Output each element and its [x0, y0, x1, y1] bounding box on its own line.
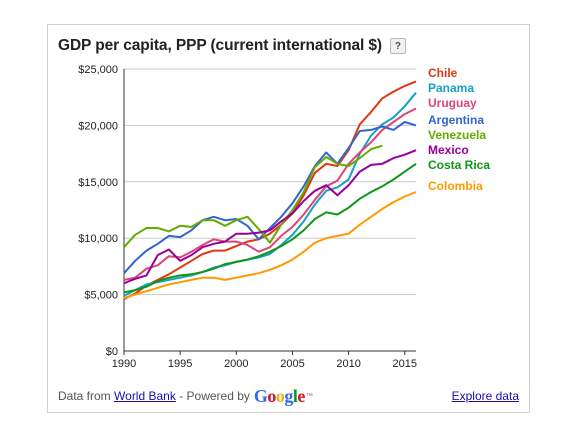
legend-item[interactable]: Venezuela — [428, 128, 486, 142]
y-tick-label: $15,000 — [78, 177, 118, 189]
legend-item[interactable]: Panama — [428, 81, 474, 95]
y-tick-label: $25,000 — [78, 64, 118, 76]
x-tick-label: 2015 — [393, 358, 417, 370]
series-line-chile[interactable] — [123, 80, 417, 300]
trademark: ™ — [305, 392, 313, 400]
y-tick-label: $10,000 — [78, 233, 118, 245]
y-tick-label: $20,000 — [78, 120, 118, 132]
legend-item[interactable]: Argentina — [428, 113, 484, 127]
powered-by-text: - Powered by — [179, 389, 250, 403]
google-logo: Google — [253, 385, 306, 407]
help-button[interactable]: ? — [389, 38, 406, 54]
google-logo-letter: e — [297, 385, 305, 406]
google-logo-letter: g — [284, 385, 293, 406]
x-tick-label: 2010 — [336, 358, 360, 370]
legend-item[interactable]: Uruguay — [428, 96, 477, 110]
chart-title: GDP per capita, PPP (current internation… — [58, 37, 382, 54]
x-tick-label: 1995 — [168, 358, 192, 370]
series-line-uruguay[interactable] — [123, 107, 417, 281]
chart-panel: GDP per capita, PPP (current internation… — [47, 24, 530, 413]
series-layer — [123, 80, 417, 300]
series-line-panama[interactable] — [123, 92, 417, 297]
y-tick-label: $5,000 — [84, 290, 118, 302]
legend-item[interactable]: Mexico — [428, 143, 469, 157]
series-line-costa-rica[interactable] — [123, 162, 417, 294]
google-logo-letter: o — [267, 385, 276, 406]
y-tick-label: $0 — [106, 346, 118, 358]
legend-item[interactable]: Colombia — [428, 179, 483, 193]
chart-footer: Data from World Bank - Powered by Google… — [58, 386, 519, 406]
line-chart: $0 $5,000 $10,000 $15,000 $20,000 $25,000 1990… — [78, 64, 490, 370]
series-line-colombia[interactable] — [123, 191, 417, 299]
grid-layer — [124, 68, 416, 352]
series-line-venezuela[interactable] — [123, 144, 383, 248]
legend-item[interactable]: Chile — [428, 66, 458, 80]
legend-item[interactable]: Costa Rica — [428, 158, 490, 172]
footer-prefix: Data from — [58, 389, 111, 403]
x-tick-label: 2000 — [224, 358, 248, 370]
x-tick-label: 1990 — [112, 358, 136, 370]
google-logo-letter: G — [253, 385, 268, 406]
google-logo-letter: o — [275, 385, 285, 406]
series-line-argentina[interactable] — [123, 121, 417, 274]
chart-header: GDP per capita, PPP (current internation… — [58, 35, 406, 57]
google-logo-letter: l — [292, 385, 298, 406]
x-tick-label: 2005 — [280, 358, 304, 370]
axis-layer: $0 $5,000 $10,000 $15,000 $20,000 $25,000 1990… — [78, 64, 417, 370]
explore-data-link[interactable]: Explore data — [451, 389, 519, 403]
series-line-mexico[interactable] — [123, 149, 417, 285]
world-bank-link[interactable]: World Bank — [114, 389, 176, 403]
